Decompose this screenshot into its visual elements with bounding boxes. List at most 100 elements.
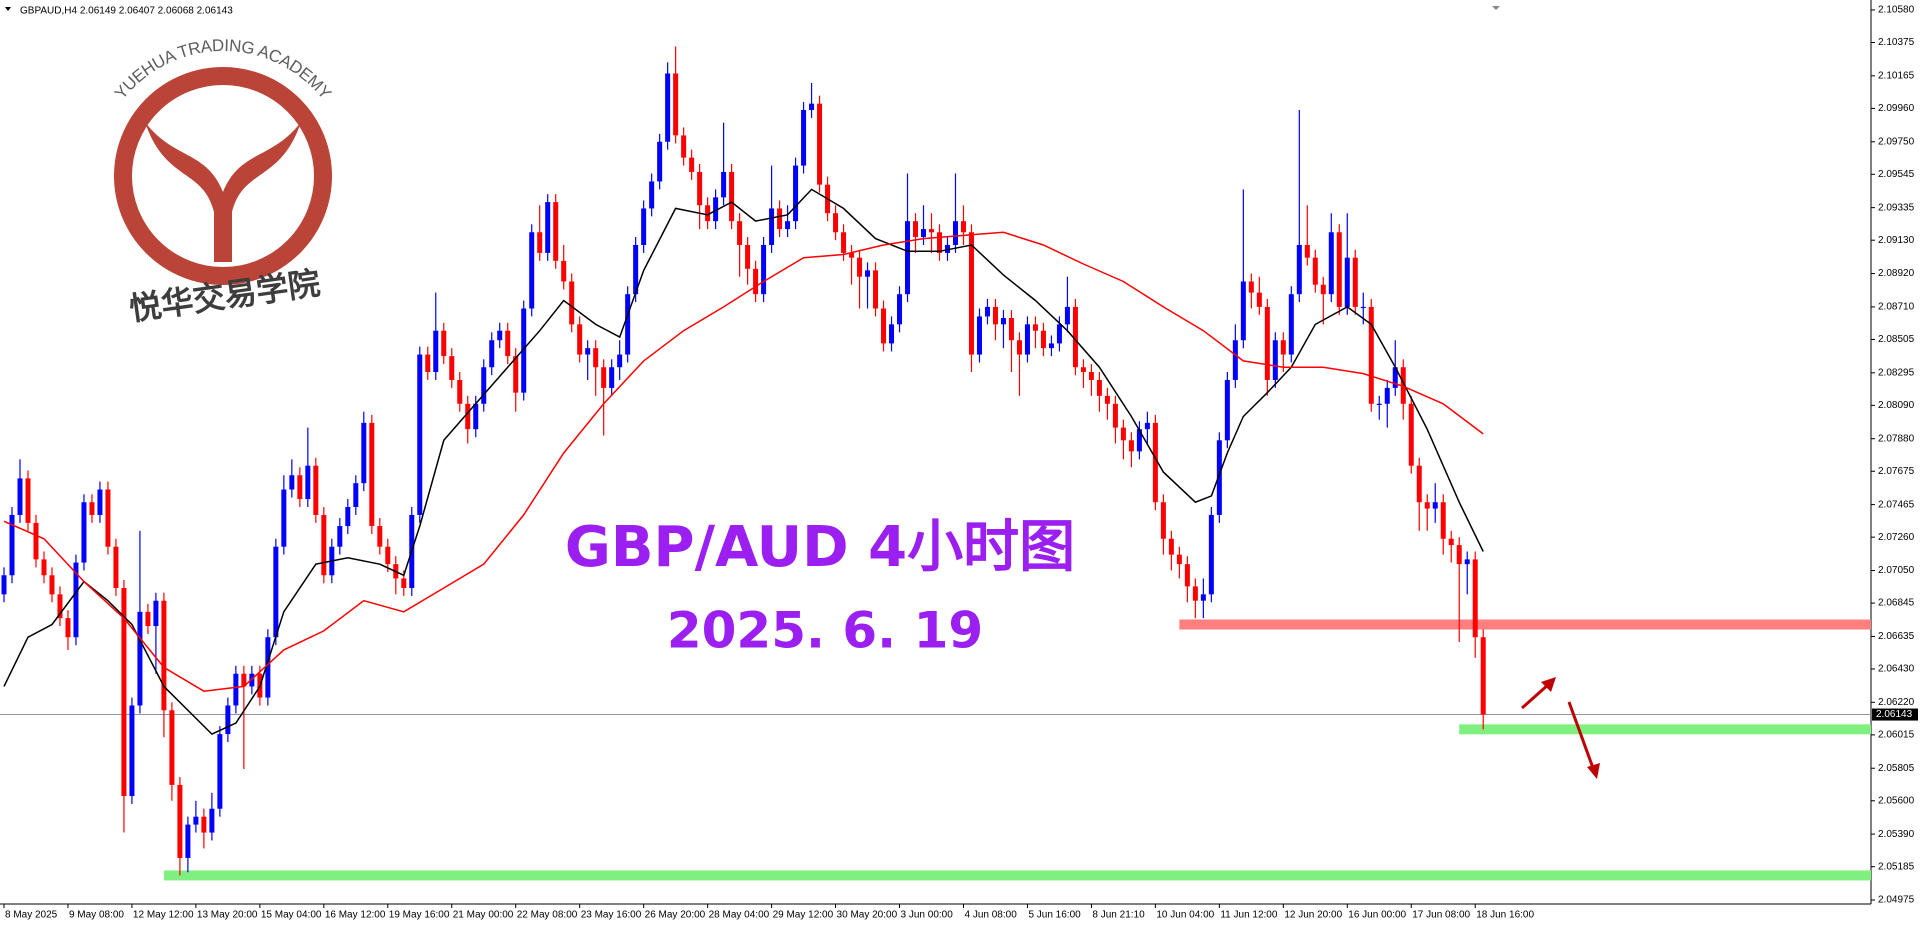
candle-body [33, 522, 39, 560]
candle-body [529, 232, 535, 309]
candle-body [729, 171, 735, 222]
candle-body [968, 232, 974, 355]
candle-body [521, 308, 527, 393]
candle-body [1152, 422, 1158, 503]
candle-body [1336, 232, 1342, 307]
y-tick-label: 2.07880 [1878, 433, 1915, 444]
y-tick-label: 2.05600 [1878, 795, 1915, 806]
candle-body [353, 483, 359, 507]
candle-body [297, 475, 303, 500]
y-tick-label: 2.08710 [1878, 302, 1915, 313]
x-tick-label: 18 Jun 16:00 [1476, 910, 1534, 921]
candle-body [960, 221, 966, 233]
candle-body [345, 506, 351, 527]
x-tick-label: 5 Jun 16:00 [1028, 910, 1081, 921]
candle-body [705, 205, 711, 222]
candle-body [833, 213, 839, 233]
candle-body [313, 465, 319, 515]
candle-body [233, 673, 239, 706]
candle-body [417, 354, 423, 515]
level-band [1179, 619, 1871, 630]
x-tick-label: 23 May 16:00 [581, 910, 642, 921]
candle-body [865, 270, 871, 277]
candle-body [57, 594, 63, 619]
y-tick-label: 2.05805 [1878, 763, 1915, 774]
y-tick-label: 2.06015 [1878, 730, 1915, 741]
candle-body [577, 324, 583, 355]
candle-body [1184, 564, 1190, 587]
moving-average [3, 188, 1484, 735]
arrow-up [1521, 682, 1550, 710]
candle-body [1248, 281, 1254, 293]
y-tick-label: 2.09545 [1878, 169, 1915, 180]
candle-body [225, 705, 231, 735]
candle-body [689, 157, 695, 172]
candle-body [1176, 554, 1182, 565]
candle-body [1240, 281, 1246, 341]
candle-body [777, 208, 783, 230]
candle-body [769, 208, 775, 245]
candle-body [505, 330, 511, 357]
candle-body [73, 562, 79, 638]
candle-body [809, 103, 815, 110]
y-tick-label: 2.09960 [1878, 103, 1915, 114]
candle-body [1112, 403, 1118, 428]
chart-title: GBP/AUD 4小时图 [565, 515, 1075, 580]
x-tick-label: 4 Jun 08:00 [964, 910, 1017, 921]
candle-body [49, 575, 55, 595]
candle-body [433, 330, 439, 373]
candle-body [1432, 502, 1438, 509]
candle-body [1208, 514, 1214, 595]
x-tick-label: 11 Jun 12:00 [1220, 910, 1278, 921]
candle-body [569, 281, 575, 325]
candle-body [753, 268, 759, 295]
candle-body [633, 244, 639, 295]
candle-body [1104, 395, 1110, 404]
candle-body [737, 221, 743, 245]
candle-body [913, 221, 919, 238]
x-tick-label: 22 May 08:00 [517, 910, 578, 921]
candle-body [201, 816, 207, 833]
candle-body [177, 784, 183, 858]
candle-body [1000, 318, 1006, 325]
candle-body [897, 294, 903, 325]
candle-body [1136, 429, 1142, 452]
candle-body [585, 348, 591, 355]
y-tick-label: 2.08090 [1878, 400, 1915, 411]
candle-body [1304, 244, 1310, 258]
candle-body [1464, 559, 1470, 565]
candle-body [1416, 465, 1422, 503]
last-price-box [1872, 708, 1918, 721]
candle-body [385, 546, 391, 565]
candle-body [449, 356, 455, 380]
candle-body [161, 600, 167, 711]
candle-body [785, 221, 791, 230]
candle-body [857, 257, 863, 277]
candle-body [473, 403, 479, 430]
candle-body [105, 489, 111, 547]
candle-body [321, 514, 327, 576]
candle-body [1264, 306, 1270, 380]
candle-body [992, 306, 998, 325]
y-tick-label: 2.06430 [1878, 664, 1915, 675]
candle-body [952, 221, 958, 245]
y-tick-label: 2.06845 [1878, 598, 1915, 609]
chart-subtitle: 2025. 6. 19 [667, 602, 983, 660]
candle-body [89, 502, 95, 515]
arrow-down-head [1587, 763, 1600, 779]
candle-body [1344, 257, 1350, 307]
y-tick-label: 2.10165 [1878, 70, 1915, 81]
candle-body [1040, 330, 1046, 349]
candle-body [1016, 340, 1022, 355]
x-tick-label: 21 May 00:00 [453, 910, 514, 921]
candle-body [337, 526, 343, 547]
y-tick-label: 2.08295 [1878, 367, 1915, 378]
x-tick-label: 16 Jun 00:00 [1348, 910, 1406, 921]
y-tick-label: 2.09335 [1878, 202, 1915, 213]
y-tick-label: 2.08920 [1878, 268, 1915, 279]
arrows [1521, 677, 1600, 779]
candle-body [481, 367, 487, 404]
candle-body [1392, 367, 1398, 388]
